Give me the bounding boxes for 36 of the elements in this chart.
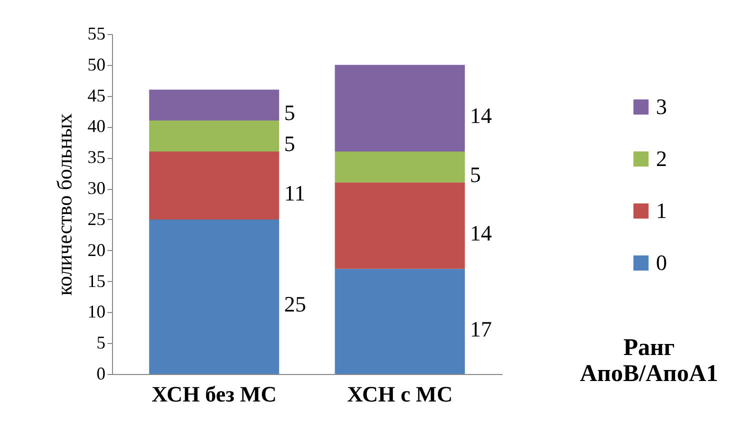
x-tick-label: ХСН с МС: [347, 382, 453, 406]
y-axis-title: количество больных: [52, 112, 76, 296]
y-tick-label: 15: [88, 270, 106, 291]
bar: [334, 64, 465, 152]
data-label: 25: [284, 292, 306, 317]
bar: [149, 90, 280, 121]
y-tick-label: 35: [88, 147, 106, 168]
legend-label: 0: [656, 250, 667, 275]
y-tick-label: 50: [88, 54, 106, 74]
bar: [149, 120, 280, 152]
y-tick-label: 30: [88, 178, 106, 198]
bar: [149, 151, 280, 220]
y-tick-label: 10: [88, 302, 106, 322]
data-label: 5: [284, 131, 296, 156]
bar: [334, 151, 465, 182]
data-label: 14: [470, 220, 492, 246]
data-label: 11: [284, 180, 306, 206]
bar: [334, 268, 465, 374]
legend-title: Ранг АпоВ/АпоА1: [580, 335, 718, 387]
bar: [334, 182, 465, 269]
legend-label: 3: [656, 94, 667, 119]
y-tick-label: 5: [96, 332, 106, 353]
data-label: 5: [470, 162, 481, 187]
y-tick-label: 0: [96, 364, 106, 384]
legend-label: 2: [656, 146, 667, 171]
x-tick-label: ХСН без МС: [152, 382, 277, 406]
y-tick-label: 55: [88, 24, 106, 44]
y-tick-label: 25: [88, 208, 106, 229]
bar: [149, 219, 280, 374]
data-label: 5: [284, 100, 296, 126]
legend-label: 1: [656, 198, 667, 223]
y-tick-label: 45: [88, 85, 106, 106]
y-tick-label: 40: [88, 116, 106, 136]
y-tick-label: 20: [88, 240, 106, 260]
data-label: 14: [470, 103, 492, 128]
data-label: 17: [470, 316, 492, 342]
